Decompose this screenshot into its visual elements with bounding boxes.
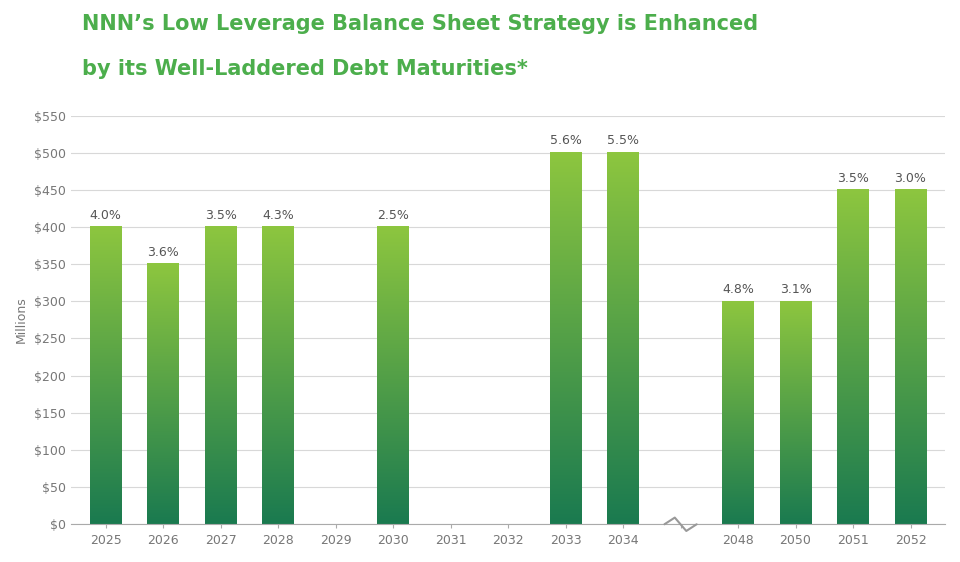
Text: NNN’s Low Leverage Balance Sheet Strategy is Enhanced: NNN’s Low Leverage Balance Sheet Strateg…	[82, 14, 757, 34]
Text: 3.0%: 3.0%	[895, 171, 926, 185]
Text: 4.8%: 4.8%	[722, 283, 754, 296]
Text: 4.0%: 4.0%	[89, 209, 122, 222]
Text: 3.1%: 3.1%	[780, 283, 811, 296]
Text: by its Well-Laddered Debt Maturities*: by its Well-Laddered Debt Maturities*	[82, 59, 527, 79]
Text: 5.5%: 5.5%	[607, 134, 639, 147]
Text: 3.6%: 3.6%	[147, 246, 179, 259]
Text: 4.3%: 4.3%	[262, 209, 294, 222]
Text: 3.5%: 3.5%	[204, 209, 236, 222]
Text: 5.6%: 5.6%	[550, 134, 582, 147]
Text: 3.5%: 3.5%	[837, 171, 869, 185]
Text: 2.5%: 2.5%	[377, 209, 409, 222]
Y-axis label: Millions: Millions	[15, 297, 28, 343]
